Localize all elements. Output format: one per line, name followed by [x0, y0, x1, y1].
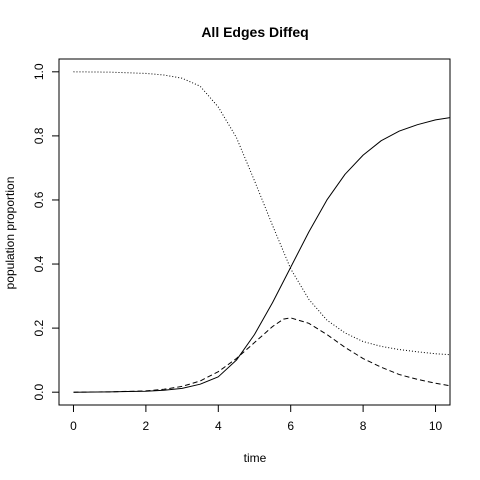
series-line-solid — [73, 117, 451, 393]
plot-frame — [58, 58, 451, 406]
x-axis-label: time — [244, 451, 267, 465]
series-line-dashed — [73, 317, 451, 393]
y-tick-label: 0.2 — [32, 319, 46, 336]
x-tick-label: 10 — [429, 419, 443, 433]
series-layer — [73, 71, 451, 393]
x-tick-label: 0 — [70, 419, 77, 433]
x-tick-label: 6 — [287, 419, 294, 433]
x-axis: 0 2 4 6 8 10 — [70, 405, 443, 433]
y-tick-label: 0.6 — [32, 191, 46, 208]
y-tick-label: 0.0 — [32, 384, 46, 401]
y-tick-label: 0.8 — [32, 127, 46, 144]
chart-title: All Edges Diffeq — [201, 24, 308, 40]
x-tick-label: 2 — [143, 419, 150, 433]
series-line-dotted — [73, 71, 451, 356]
y-tick-label: 1.0 — [32, 63, 46, 80]
y-axis: 0.0 0.2 0.4 0.6 0.8 1.0 — [32, 63, 59, 401]
x-tick-label: 4 — [215, 419, 222, 433]
x-tick-label: 8 — [360, 419, 367, 433]
y-axis-label: population proportion — [3, 177, 17, 290]
y-tick-label: 0.4 — [32, 255, 46, 272]
